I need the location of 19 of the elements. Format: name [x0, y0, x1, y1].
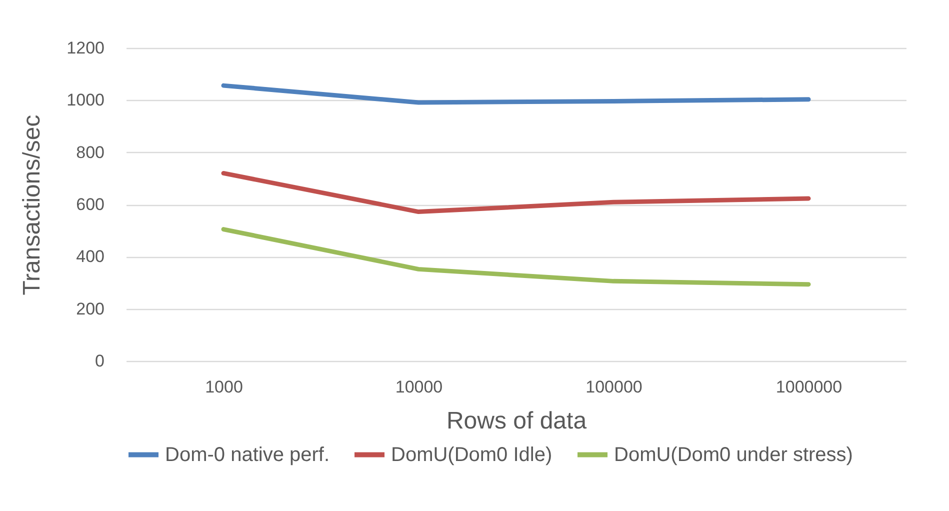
legend-label: DomU(Dom0 under stress): [614, 444, 853, 466]
x-tick-label: 1000: [205, 378, 243, 396]
y-tick-label: 0: [95, 352, 104, 370]
y-tick-label: 400: [76, 247, 104, 266]
y-tick-label: 200: [76, 299, 104, 318]
line-series: [221, 170, 811, 214]
x-tick-label: 10000: [395, 378, 443, 396]
x-tick-label: 100000: [586, 378, 642, 396]
x-axis-title: Rows of data: [446, 408, 588, 434]
legend-label: Dom-0 native perf.: [165, 444, 330, 466]
y-tick-label: 1000: [66, 90, 104, 110]
y-tick-label: 1200: [66, 38, 104, 58]
y-axis-title: Transactions/sec: [18, 114, 46, 296]
legend-label: DomU(Dom0 Idle): [391, 444, 552, 466]
y-tick-label: 600: [76, 195, 104, 214]
line-series: [221, 227, 811, 287]
y-tick-label: 800: [76, 142, 104, 162]
x-tick-label: 1000000: [776, 378, 842, 396]
line-series: [221, 83, 811, 105]
